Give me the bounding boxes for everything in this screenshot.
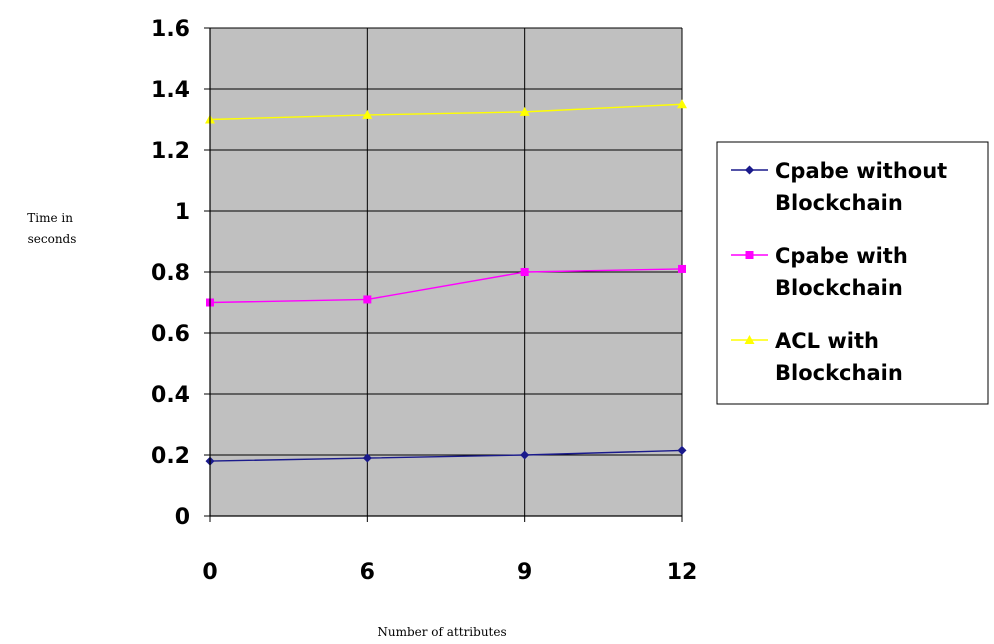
legend-item-cpabe-with-blockchain: Cpabe with Blockchain [731, 244, 908, 300]
x-axis-title: Number of attributes [377, 625, 506, 639]
y-tick-label: 0.8 [151, 261, 190, 286]
legend-box [716, 141, 989, 405]
legend-swatch-marker [745, 165, 754, 175]
legend-label-line: Cpabe without [775, 159, 947, 183]
data-point-acl-with-blockchain [677, 99, 687, 109]
legend-item-acl-with-blockchain: ACL with Blockchain [731, 329, 903, 385]
legend-label-line: Blockchain [775, 191, 903, 215]
data-point-cpabe-without-blockchain [520, 450, 530, 460]
legend-swatch-marker [745, 251, 754, 259]
x-tick-label: 12 [667, 560, 698, 585]
data-point-cpabe-with-blockchain [363, 295, 372, 304]
data-point-cpabe-without-blockchain [362, 453, 372, 463]
series-line-acl-with-blockchain [209, 103, 683, 121]
y-tick-label: 0 [175, 505, 190, 530]
y-tick-label: 1.2 [151, 139, 190, 164]
legend-label: Cpabe without Blockchain [775, 159, 947, 215]
legend-label-line: ACL with [775, 329, 879, 353]
y-tick-label: 1.4 [151, 78, 190, 103]
legend-label: Cpabe with Blockchain [775, 244, 908, 300]
y-tick-label: 0.4 [151, 383, 190, 408]
y-tick-label: 0.6 [151, 322, 190, 347]
axes [204, 27, 683, 522]
data-point-acl-with-blockchain [362, 109, 373, 119]
legend-label-line: Blockchain [775, 276, 903, 300]
legend-label: ACL with Blockchain [775, 329, 903, 385]
series-line-cpabe-without-blockchain [209, 449, 683, 462]
legend-item-cpabe-without-blockchain: Cpabe without Blockchain [731, 159, 947, 215]
legend-label-line: Blockchain [775, 361, 903, 385]
series-acl-with-blockchain [205, 99, 687, 124]
data-point-acl-with-blockchain [519, 106, 530, 116]
legend-label-line: Cpabe with [775, 244, 908, 268]
legend: Cpabe without Blockchain Cpabe with Blockch… [716, 141, 989, 405]
y-axis-title-line1: Time in [27, 211, 73, 225]
data-point-cpabe-without-blockchain [677, 445, 687, 455]
y-axis-title: Time in seconds [27, 211, 77, 246]
data-point-cpabe-with-blockchain [520, 268, 529, 276]
data-point-cpabe-with-blockchain [678, 264, 686, 273]
y-tick-label: 1 [175, 200, 190, 225]
y-tick-label: 0.2 [151, 444, 190, 469]
y-axis-title-line2: seconds [28, 232, 77, 246]
x-tick-labels: 0 6 9 12 [202, 560, 697, 585]
x-tick-label: 9 [517, 560, 532, 585]
x-tick-label: 6 [360, 560, 375, 585]
series-line-cpabe-with-blockchain [209, 268, 683, 304]
legend-swatch-marker [744, 335, 755, 344]
y-tick-label: 1.6 [151, 17, 190, 42]
x-tick-label: 0 [202, 560, 217, 585]
y-tick-labels: 0 0.2 0.4 0.6 0.8 1 1.2 1.4 1.6 [151, 17, 190, 530]
series-cpabe-without-blockchain [205, 445, 687, 466]
